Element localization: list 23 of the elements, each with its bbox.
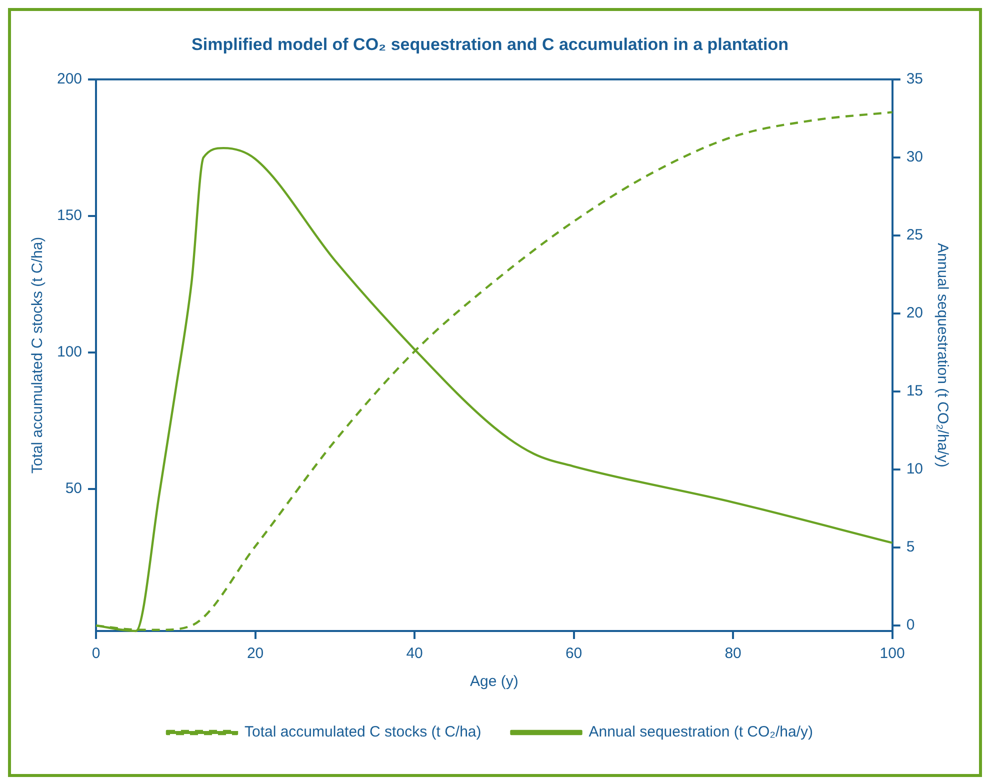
y-tick-label: 150 [56,207,82,224]
y-tick-label: 50 [65,480,82,498]
x-tick-label: 60 [565,645,582,662]
y2-tick-label: 35 [906,70,924,88]
y2-tick-label: 10 [906,460,924,478]
y2-tick-label: 25 [906,226,924,244]
y-tick-label: 200 [56,70,82,88]
y2-tick-label: 30 [906,148,924,166]
y-tick-label: 100 [56,344,82,361]
x-tick-label: 20 [246,645,264,662]
x-tick-label: 40 [406,645,423,662]
y2-axis-title: Annual sequestration (t CO₂/ha/y) [934,243,951,468]
y2-tick-label: 20 [906,304,924,322]
y2-tick-label: 0 [906,616,915,634]
x-tick-label: 0 [92,645,100,662]
x-tick-label: 100 [880,645,905,662]
legend-label: Total accumulated C stocks (t C/ha) [244,724,482,741]
x-axis-title: Age (y) [470,673,518,690]
x-tick-label: 80 [724,645,742,662]
chart-title: Simplified model of CO₂ sequestration and C accumulation in a plantation [192,34,788,54]
y-axis-title: Total accumulated C stocks (t C/ha) [29,236,46,474]
y2-tick-label: 15 [906,382,924,400]
y2-tick-label: 5 [906,538,915,556]
